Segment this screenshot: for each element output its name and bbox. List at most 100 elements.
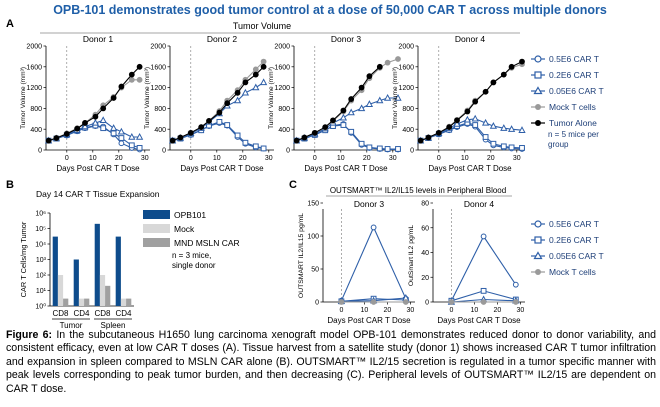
caption-text: In the subcutaneous H1650 lung carcinoma… <box>6 329 657 395</box>
legend-b-swatch-mnd <box>143 238 170 247</box>
x-axis-label: Days Post CAR T Dose <box>304 164 388 173</box>
data-point <box>110 130 117 137</box>
series-tumor-alone <box>293 63 383 144</box>
data-point <box>252 143 259 150</box>
x-tick-label: 20 <box>239 155 247 162</box>
legend-c-label-2: 0.2E6 CAR T <box>549 235 599 245</box>
y-tick-label: 1600 <box>150 64 166 71</box>
data-point <box>260 145 267 152</box>
panel-label-a: A <box>6 18 14 30</box>
data-point <box>512 281 519 288</box>
panel-a-legend: 0.5E6 CAR T 0.2E6 CAR T 0.05E6 CAR T Moc… <box>531 54 604 149</box>
data-point <box>370 299 377 305</box>
data-point <box>512 299 519 305</box>
legend-c-label-3: 0.05E6 CAR T <box>549 251 604 261</box>
y-tick-label: 400 <box>402 127 414 134</box>
y-tick-label: 1600 <box>398 64 414 71</box>
category-label: CD4 <box>115 309 132 318</box>
data-point <box>481 118 490 126</box>
data-point <box>260 58 267 65</box>
y-axis-label: OUTSMART IL2/IL15 pg/mL <box>298 213 305 298</box>
bar-mock <box>120 298 127 306</box>
y-tick-label: 800 <box>278 106 290 113</box>
data-point <box>383 93 392 101</box>
legend-b-note-wrap: n = 3 mice, single donor <box>172 251 216 270</box>
panel-a-title: Tumor Volume <box>233 21 291 31</box>
legend-a-note: n = 5 mice per group <box>548 130 599 149</box>
figure-caption: Figure 6: In the subcutaneous H1650 lung… <box>6 329 656 396</box>
panel-a-donor-title: Donor 4 <box>455 34 486 44</box>
data-point <box>330 117 336 124</box>
y-tick-label: 10³ <box>36 257 47 264</box>
data-point <box>448 299 455 305</box>
panel-b-legend: OPB101 Mock MND MSLN CAR n = 3 mice, sin… <box>143 210 240 270</box>
series-line <box>172 66 264 142</box>
data-point <box>480 299 487 305</box>
group-label: Spleen <box>101 321 126 330</box>
bar-mock <box>78 298 85 306</box>
y-axis-label: OutSmart IL2 pg/mL <box>408 225 415 286</box>
x-tick-label: 30 <box>141 155 149 162</box>
series-tumor-alone <box>45 63 143 144</box>
y-tick-label: 150 <box>307 201 319 208</box>
data-point <box>293 137 300 144</box>
data-point <box>100 125 107 132</box>
data-point <box>395 56 401 62</box>
y-tick-label: 2000 <box>274 44 290 51</box>
data-point <box>453 119 461 127</box>
panel-a-donor-title: Donor 2 <box>207 34 238 44</box>
legend-c-marker-mock <box>535 269 541 275</box>
series-mock-t-cells <box>45 76 143 144</box>
data-point <box>417 137 424 144</box>
series-line <box>340 226 407 301</box>
y-tick-label: 400 <box>278 127 290 134</box>
x-tick-label: 0 <box>339 307 343 314</box>
data-point <box>480 287 487 294</box>
legend-a-note-wrap: n = 5 mice per group <box>548 130 599 149</box>
data-point <box>395 146 401 152</box>
data-point <box>252 66 259 73</box>
data-point <box>340 122 347 128</box>
x-tick-label: 20 <box>384 307 392 314</box>
data-point <box>216 109 223 116</box>
figure-title: OPB-101 demonstrates good tumor control … <box>53 3 607 17</box>
x-tick-label: 0 <box>437 155 441 162</box>
data-point <box>136 76 143 83</box>
panel-c-donor-4: Donor 4 0 20 40 60 80 0 10 20 30 Days Post CAR T D… <box>408 199 525 325</box>
y-tick-label: 2000 <box>150 44 166 51</box>
data-point <box>482 134 489 140</box>
x-tick-label: 20 <box>494 307 502 314</box>
bar-mnd-msln-car <box>63 298 69 306</box>
x-tick-label: 0 <box>449 307 453 314</box>
legend-a-label-3: 0.05E6 CAR T <box>549 86 604 96</box>
y-tick-label: 60 <box>421 225 429 232</box>
data-point <box>322 124 329 131</box>
data-point <box>370 224 377 231</box>
data-point <box>489 122 498 129</box>
y-tick-label: 10⁴ <box>35 242 46 249</box>
x-tick-label: 20 <box>363 155 371 162</box>
data-point <box>425 134 432 141</box>
y-tick-label: 1600 <box>26 64 42 71</box>
data-point <box>339 113 348 121</box>
category-label: CD8 <box>52 309 69 318</box>
data-point <box>234 89 241 96</box>
bar-opb101 <box>94 223 100 306</box>
y-tick-label: 10⁰ <box>35 303 46 311</box>
x-tick-label: 20 <box>115 155 123 162</box>
series-0-05e6-car-t <box>292 93 402 144</box>
series-line <box>420 63 523 142</box>
y-axis-label: Tumor Volume (mm³) <box>392 67 399 129</box>
data-point <box>508 63 515 70</box>
legend-a-marker-tumor <box>535 120 541 126</box>
panel-label-b: B <box>6 179 14 191</box>
data-point <box>198 124 205 131</box>
data-point <box>472 122 479 128</box>
data-point <box>136 63 143 70</box>
data-point <box>128 71 135 78</box>
data-point <box>109 124 118 131</box>
y-tick-label: 10² <box>36 273 47 280</box>
y-tick-label: 0 <box>315 300 319 307</box>
